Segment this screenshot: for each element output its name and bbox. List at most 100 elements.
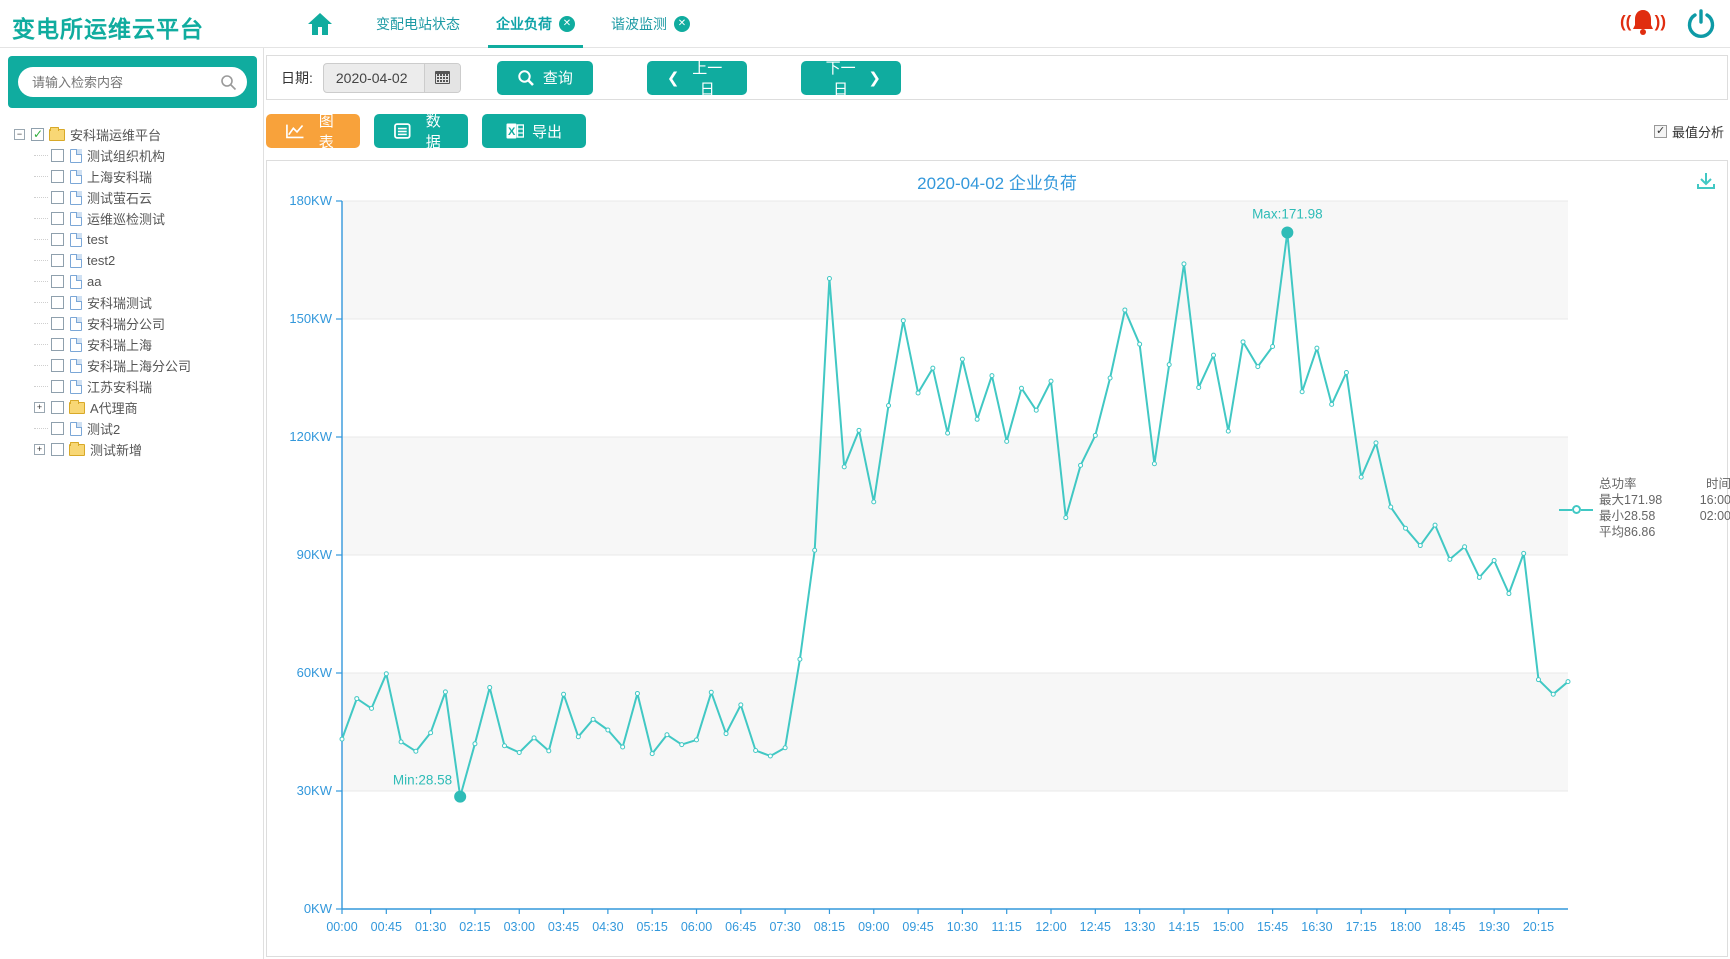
data-point[interactable] <box>1417 543 1423 549</box>
data-point[interactable] <box>1033 407 1039 413</box>
data-point[interactable] <box>1358 474 1364 480</box>
tree-checkbox[interactable] <box>51 359 64 372</box>
data-point[interactable] <box>1535 677 1541 683</box>
tree-item[interactable]: 安科瑞分公司 <box>34 313 263 334</box>
data-point[interactable] <box>413 748 419 754</box>
tree-item[interactable]: 测试组织机构 <box>34 145 263 166</box>
data-point[interactable] <box>1506 591 1512 597</box>
data-point[interactable] <box>605 727 611 733</box>
data-point[interactable] <box>753 747 759 753</box>
data-point[interactable] <box>1196 384 1202 390</box>
date-input[interactable]: 2020-04-02 <box>335 69 408 86</box>
data-point[interactable] <box>1314 345 1320 351</box>
data-point[interactable] <box>708 689 714 695</box>
tree-item-label[interactable]: 测试组织机构 <box>87 149 166 164</box>
tree-checkbox[interactable] <box>51 338 64 351</box>
data-point[interactable] <box>797 656 803 662</box>
data-point[interactable] <box>871 499 877 505</box>
tree-item-label[interactable]: A代理商 <box>90 401 138 416</box>
data-point[interactable] <box>354 696 360 702</box>
tree-checkbox[interactable] <box>31 127 44 141</box>
data-point[interactable] <box>989 373 995 379</box>
download-icon[interactable] <box>1695 171 1717 191</box>
tree-checkbox[interactable] <box>51 401 64 414</box>
tree-item-label[interactable]: 安科瑞分公司 <box>87 317 166 332</box>
data-point[interactable] <box>886 403 892 409</box>
tab-close-icon[interactable]: ✕ <box>559 16 575 32</box>
data-point[interactable] <box>1476 574 1482 580</box>
tree-checkbox[interactable] <box>51 296 64 309</box>
tree-item[interactable]: + 测试新增 <box>34 439 263 460</box>
data-point[interactable] <box>694 737 700 743</box>
next-day-button[interactable]: 下一日 ❯ <box>800 60 901 98</box>
data-point[interactable] <box>1491 558 1497 564</box>
alarm-button[interactable]: (( )) <box>1620 8 1666 40</box>
tree-item-label[interactable]: aa <box>87 274 102 289</box>
data-point[interactable] <box>1403 525 1409 531</box>
tree-checkbox[interactable] <box>51 443 64 456</box>
tree-item[interactable]: − 安科瑞运维平台 <box>14 124 263 145</box>
tree-checkbox[interactable] <box>51 191 64 204</box>
data-point[interactable] <box>369 705 375 711</box>
calendar-button[interactable] <box>423 63 460 92</box>
data-point[interactable] <box>531 735 537 741</box>
data-point[interactable] <box>1048 378 1054 384</box>
data-point[interactable] <box>1166 362 1172 368</box>
data-point[interactable] <box>856 427 862 433</box>
tab-1[interactable]: 企业负荷 ✕ <box>478 0 593 48</box>
data-point[interactable] <box>945 430 951 436</box>
data-point[interactable] <box>826 275 832 281</box>
data-view-button[interactable]: 数据 <box>374 113 468 151</box>
tab-0[interactable]: 变配电站状态 <box>358 0 478 48</box>
tree-item[interactable]: 江苏安科瑞 <box>34 376 263 397</box>
data-point[interactable] <box>1122 307 1128 313</box>
tree-checkbox[interactable] <box>51 149 64 162</box>
data-point[interactable] <box>487 685 493 691</box>
tree-checkbox[interactable] <box>51 254 64 267</box>
data-point[interactable] <box>1270 344 1276 350</box>
tree-item-label[interactable]: 安科瑞上海分公司 <box>87 359 192 374</box>
tree-item[interactable]: + A代理商 <box>34 397 263 418</box>
data-point[interactable] <box>1004 438 1010 444</box>
tree-checkbox[interactable] <box>51 380 64 393</box>
tree-checkbox[interactable] <box>51 212 64 225</box>
data-point[interactable] <box>1255 364 1261 370</box>
data-point[interactable] <box>1388 504 1394 510</box>
data-point[interactable] <box>1078 462 1084 468</box>
tree-item-label[interactable]: 江苏安科瑞 <box>87 380 153 395</box>
data-point[interactable] <box>1107 375 1113 381</box>
data-point[interactable] <box>841 464 847 470</box>
data-point[interactable] <box>428 730 434 736</box>
data-point[interactable] <box>383 671 389 677</box>
data-point[interactable] <box>812 547 818 553</box>
data-point[interactable] <box>634 690 640 696</box>
query-button[interactable]: 查询 <box>496 60 593 95</box>
tree-item[interactable]: 安科瑞上海 <box>34 334 263 355</box>
tree-item[interactable]: test2 <box>34 250 263 271</box>
data-point[interactable] <box>1299 389 1305 395</box>
expand-icon[interactable]: + <box>34 402 45 413</box>
power-icon[interactable] <box>1686 9 1716 39</box>
search-icon[interactable] <box>220 74 237 91</box>
data-point[interactable] <box>1225 428 1231 434</box>
tree-item-label[interactable]: 测试萤石云 <box>87 191 153 206</box>
data-point[interactable] <box>959 356 965 362</box>
data-point[interactable] <box>915 390 921 396</box>
data-point[interactable] <box>1373 440 1379 446</box>
home-button[interactable] <box>300 4 340 44</box>
data-point[interactable] <box>575 734 581 740</box>
tree-item-label[interactable]: 安科瑞测试 <box>87 296 153 311</box>
tree-item[interactable]: 测试2 <box>34 418 263 439</box>
data-point[interactable] <box>1462 544 1468 550</box>
data-point[interactable] <box>664 732 670 738</box>
data-point[interactable] <box>442 689 448 695</box>
data-point[interactable] <box>974 416 980 422</box>
tree-item[interactable]: test <box>34 229 263 250</box>
tree-item-label[interactable]: 运维巡检测试 <box>87 212 166 227</box>
tree-checkbox[interactable] <box>51 317 64 330</box>
search-input[interactable] <box>32 74 220 90</box>
data-point[interactable] <box>782 745 788 751</box>
chart-view-button[interactable]: 图表 <box>266 113 360 151</box>
data-point[interactable] <box>767 753 773 759</box>
data-point[interactable] <box>1329 401 1335 407</box>
